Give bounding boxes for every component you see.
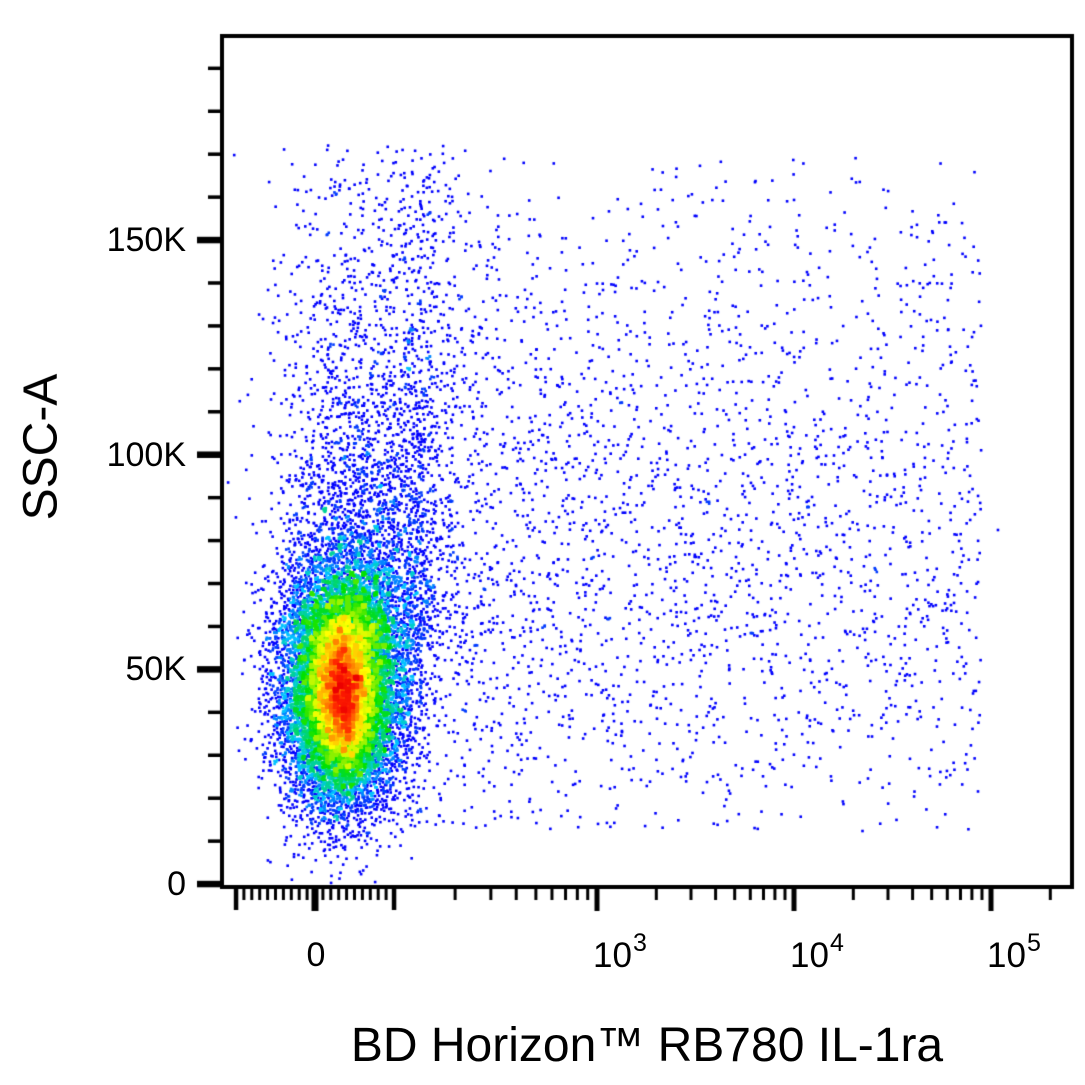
x-tick-label-0: 0 xyxy=(306,936,326,974)
x-axis-title: BD Horizon™ RB780 IL-1ra xyxy=(350,1019,944,1072)
x-tick-label-10e4: 104 xyxy=(790,929,844,975)
x-tick-label-10e5: 105 xyxy=(987,929,1041,975)
x-tick-exponent: 3 xyxy=(632,929,647,957)
y-tick-label-50k: 50K xyxy=(125,650,187,689)
y-tick-label-150k: 150K xyxy=(106,221,186,259)
y-tick-label-0: 0 xyxy=(167,865,186,903)
y-tick-label-100k: 100K xyxy=(106,435,186,474)
x-tick-exponent: 4 xyxy=(829,929,844,957)
x-tick-exponent: 5 xyxy=(1026,929,1041,957)
x-tick-label-10e3: 103 xyxy=(593,929,647,975)
